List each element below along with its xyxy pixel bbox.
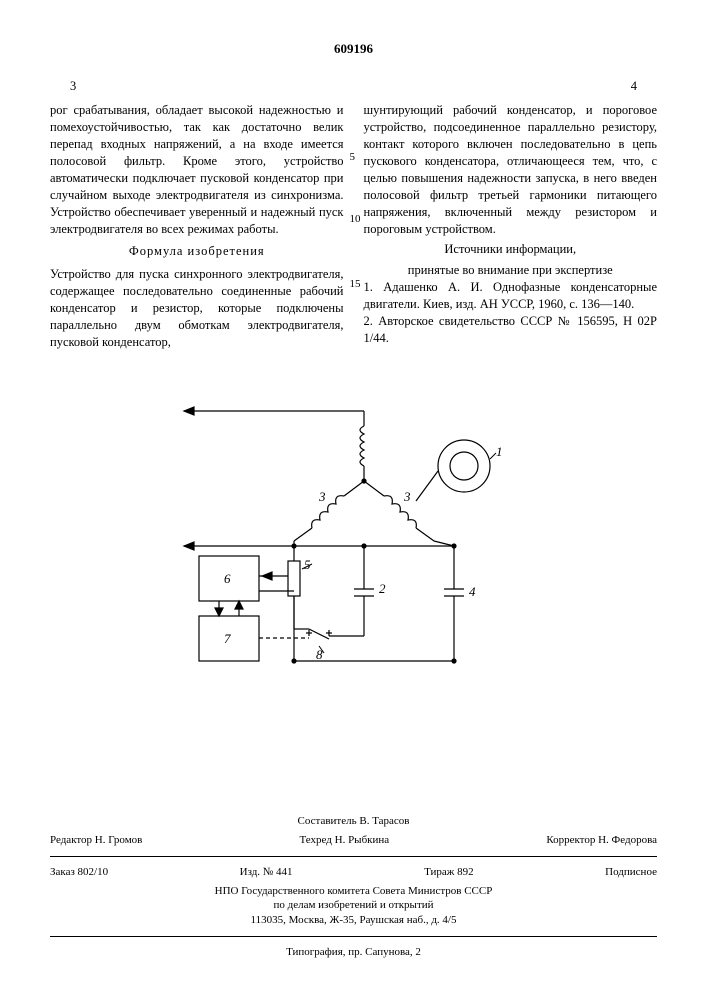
editor: Редактор Н. Громов <box>50 833 142 848</box>
formula-title: Формула изобретения <box>50 243 344 260</box>
sub: Подписное <box>605 865 657 880</box>
col1-p1: рог срабатывания, обладает высокой надеж… <box>50 102 344 237</box>
corrector: Корректор Н. Федорова <box>546 833 657 848</box>
label-4: 4 <box>469 584 476 599</box>
techred: Техред Н. Рыбкина <box>300 833 390 848</box>
label-3a: 3 <box>318 489 326 504</box>
column-right: 5 10 15 шунтирующий рабочий конденсатор,… <box>364 102 658 350</box>
ref1: 1. Адашенко А. И. Однофазные конденсатор… <box>364 279 658 313</box>
org1: НПО Государственного комитета Совета Мин… <box>50 884 657 899</box>
label-6: 6 <box>224 571 231 586</box>
compiler: Составитель В. Тарасов <box>50 814 657 829</box>
label-2: 2 <box>379 581 386 596</box>
label-3b: 3 <box>403 489 411 504</box>
text-columns: рог срабатывания, обладает высокой надеж… <box>50 102 657 350</box>
line-marker-15: 15 <box>350 277 361 292</box>
circuit-diagram: 1 3 3 5 2 4 6 7 8 <box>50 381 657 701</box>
column-left: рог срабатывания, обладает высокой надеж… <box>50 102 344 350</box>
label-8: 8 <box>316 647 323 662</box>
page-right: 4 <box>631 78 637 95</box>
sources-title: Источники информации, <box>364 241 658 258</box>
addr: 113035, Москва, Ж-35, Раушская наб., д. … <box>50 913 657 928</box>
typo: Типография, пр. Сапунова, 2 <box>50 945 657 960</box>
order: Заказ 802/10 <box>50 865 108 880</box>
label-7: 7 <box>224 631 231 646</box>
footer: Составитель В. Тарасов Редактор Н. Громо… <box>50 814 657 960</box>
line-marker-10: 10 <box>350 212 361 227</box>
col1-p2: Устройство для пуска синхронного электро… <box>50 266 344 350</box>
sources-sub: принятые во внимание при экспертизе <box>364 262 658 279</box>
col2-p1: шунтирующий рабочий конденсатор, и порог… <box>364 102 658 237</box>
page-left: 3 <box>70 78 76 95</box>
patent-number: 609196 <box>50 40 657 58</box>
label-1: 1 <box>496 444 503 459</box>
page-numbers: 3 4 <box>50 78 657 95</box>
izd: Изд. № 441 <box>240 865 293 880</box>
org2: по делам изобретений и открытий <box>50 898 657 913</box>
ref2: 2. Авторское свидетельство СССР № 156595… <box>364 313 658 347</box>
line-marker-5: 5 <box>350 150 356 165</box>
tirazh: Тираж 892 <box>424 865 474 880</box>
